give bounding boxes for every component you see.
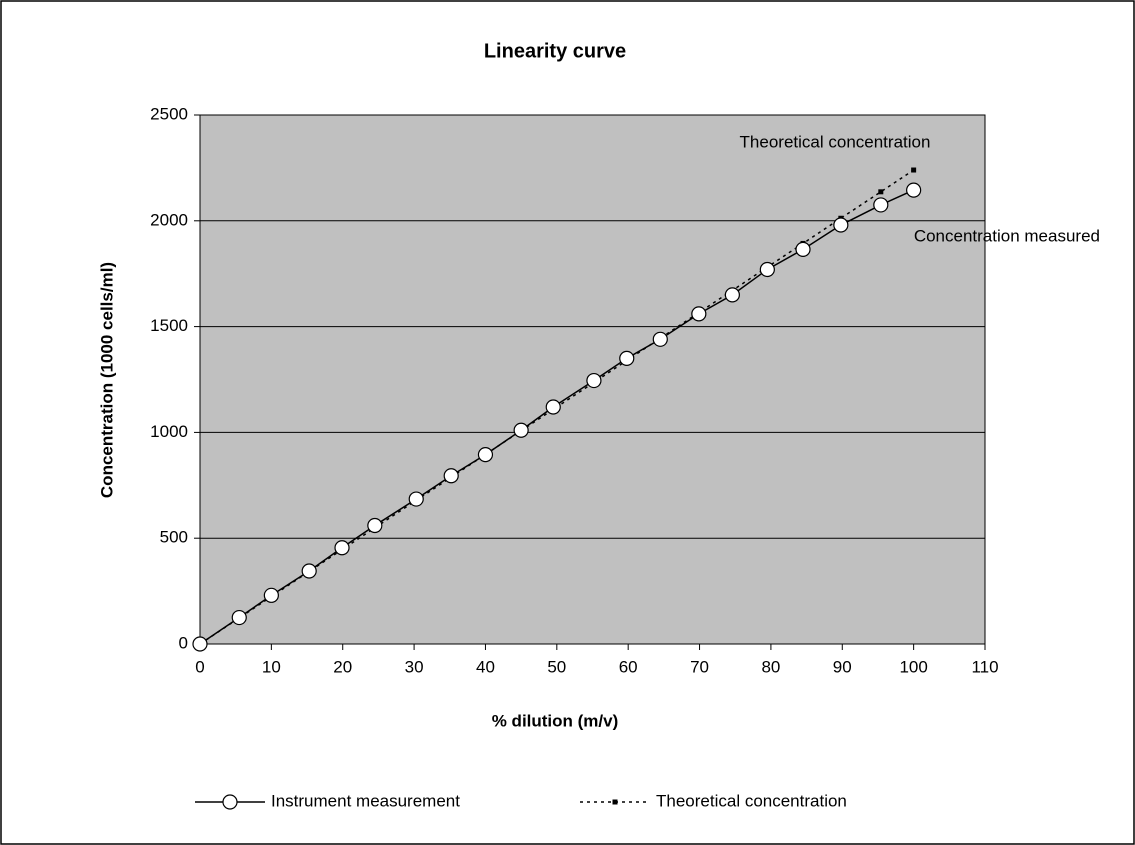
legend-label: Instrument measurement — [271, 791, 460, 810]
x-axis-label: % dilution (m/v) — [492, 711, 619, 730]
data-point — [545, 399, 561, 415]
chart-title: Linearity curve — [484, 40, 626, 62]
x-tick-label: 10 — [262, 657, 281, 676]
legend-label: Theoretical concentration — [656, 791, 847, 810]
x-tick-label: 20 — [333, 657, 352, 676]
x-tick-label: 100 — [899, 657, 927, 676]
x-tick-label: 50 — [547, 657, 566, 676]
data-point — [367, 517, 383, 534]
y-tick-label: 2500 — [150, 104, 188, 123]
x-tick-label: 90 — [833, 657, 852, 676]
x-tick-label: 0 — [195, 657, 204, 676]
data-point — [691, 306, 707, 322]
annotation: Theoretical concentration — [740, 132, 931, 151]
y-axis-label: Concentration (1000 cells/ml) — [97, 262, 116, 498]
data-point — [911, 167, 917, 173]
data-point — [334, 540, 350, 556]
x-tick-label: 70 — [690, 657, 709, 676]
data-point — [192, 636, 208, 652]
y-tick-label: 1000 — [150, 422, 188, 441]
data-point — [408, 491, 424, 507]
data-point — [619, 350, 635, 366]
legend-marker — [612, 799, 618, 805]
data-point — [652, 331, 668, 347]
x-tick-label: 30 — [405, 657, 424, 676]
data-point — [724, 287, 740, 303]
y-tick-label: 1500 — [150, 316, 188, 335]
data-point — [795, 241, 811, 257]
data-point — [833, 217, 849, 233]
y-tick-label: 2000 — [150, 210, 188, 229]
annotation: Concentration measured — [914, 226, 1100, 245]
x-tick-label: 60 — [619, 657, 638, 676]
data-point — [878, 189, 884, 195]
x-tick-label: 110 — [971, 657, 998, 676]
y-tick-label: 500 — [160, 528, 188, 547]
data-point — [301, 563, 317, 579]
data-point — [759, 261, 775, 278]
y-tick-label: 0 — [179, 633, 188, 652]
data-point — [906, 182, 922, 198]
data-point — [586, 372, 602, 389]
data-point — [231, 609, 247, 626]
data-point — [873, 197, 889, 213]
x-tick-label: 40 — [476, 657, 495, 676]
series-line — [199, 169, 915, 645]
data-point — [477, 447, 494, 463]
data-point — [513, 422, 529, 438]
data-point — [443, 468, 459, 484]
data-point — [263, 587, 279, 603]
x-tick-label: 80 — [761, 657, 780, 676]
legend-marker — [222, 794, 238, 810]
